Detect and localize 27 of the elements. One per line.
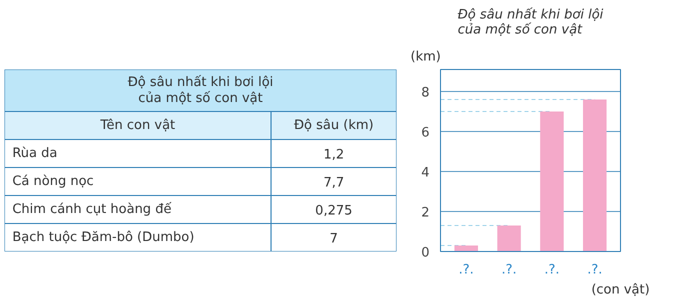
text: 1,2: [323, 148, 344, 162]
y-tick-label: 2: [421, 206, 430, 220]
bar: [540, 112, 564, 252]
bar: [583, 100, 607, 252]
text: Độ sâu nhất khi bơi lội của một số con vật: [128, 75, 274, 106]
y-tick-label: 4: [421, 166, 430, 180]
y-tick-label: 0: [421, 246, 430, 260]
y-axis-title: (km): [410, 50, 441, 64]
chart-title: Độ sâu nhất khi bơi lội của một số con vật: [458, 8, 604, 38]
y-tick-label: 6: [421, 126, 430, 140]
text: Độ sâu (km): [294, 118, 374, 133]
text: Cá nòng nọc: [12, 174, 94, 189]
text: Tên con vật: [99, 118, 176, 133]
text: Rùa da: [12, 146, 58, 161]
bar: [454, 246, 478, 252]
text: 0,275: [315, 204, 352, 218]
bar: [497, 226, 521, 252]
x-tick-label: .?.: [501, 262, 517, 278]
text: 7,7: [323, 176, 344, 190]
x-tick-label: .?.: [587, 262, 602, 278]
text: Chim cánh cụt hoàng đế: [12, 202, 172, 217]
x-tick-label: .?.: [544, 262, 560, 278]
x-axis-title: (con vật): [591, 282, 650, 298]
x-tick-label: .?.: [458, 262, 474, 278]
text: 7: [330, 232, 338, 246]
text: Bạch tuộc Đăm-bô (Dumbo): [12, 230, 194, 245]
y-tick-label: 8: [421, 86, 430, 100]
